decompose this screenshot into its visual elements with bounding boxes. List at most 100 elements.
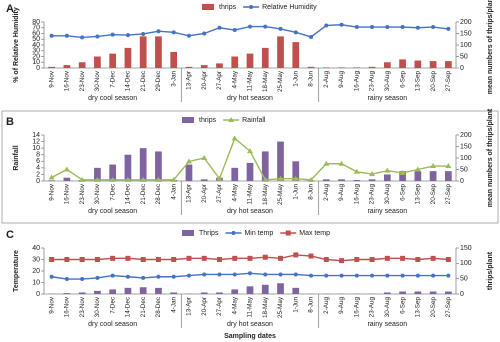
y-tick-label: 12 [32, 138, 40, 145]
bar [368, 66, 376, 68]
x-tick-label: 20-Sep [430, 71, 437, 92]
bar [155, 287, 162, 294]
line-marker [49, 33, 54, 38]
y2-tick-label: 100 [460, 155, 472, 162]
x-tick-label: 4-Jan [170, 184, 177, 200]
y2-tick-label: 200 [460, 132, 472, 139]
x-tick-label: 20-Sep [430, 297, 437, 318]
line-marker [125, 33, 130, 38]
y2-tick-label: 150 [460, 245, 472, 252]
y2-tick-label: 0 [460, 291, 464, 298]
bar [353, 180, 361, 181]
bar [445, 171, 452, 181]
x-tick-label: 30-Aug [384, 71, 391, 92]
line-marker [140, 257, 146, 262]
bar [414, 60, 422, 68]
y2-tick-label: 100 [460, 260, 472, 267]
line-marker [125, 255, 131, 261]
bar [368, 179, 376, 181]
line-marker [324, 23, 329, 28]
bar [200, 179, 208, 181]
bar [261, 284, 269, 294]
line-marker [231, 135, 238, 141]
bar [383, 62, 391, 68]
line-marker [170, 176, 177, 182]
x-tick-label: 30-Nov [94, 183, 101, 204]
y2-tick-label: 0 [460, 178, 464, 185]
legend-swatch [202, 4, 214, 10]
line-marker [446, 273, 451, 278]
line-marker [232, 272, 237, 277]
bar [48, 66, 55, 68]
line-marker [202, 272, 207, 277]
y2-tick-label: 150 [460, 30, 472, 37]
line-marker [216, 175, 223, 181]
line-marker [339, 273, 344, 278]
bar [216, 63, 223, 68]
x-tick-label: 13-Apr [186, 184, 193, 203]
bar [139, 287, 147, 294]
bar [429, 171, 437, 181]
bar [307, 66, 315, 68]
y-tick-label: 10 [32, 279, 40, 286]
line-marker [324, 273, 329, 278]
line-marker [431, 25, 436, 30]
x-tick-label: 11-May [247, 70, 254, 91]
x-tick-label: 29-Dec [155, 71, 162, 91]
bar [63, 177, 71, 181]
x-tick-label: 18-May [262, 296, 269, 318]
line-marker [217, 25, 222, 30]
legend-swatch [182, 117, 194, 123]
line-marker [110, 32, 115, 37]
y2-tick-label: 150 [460, 143, 472, 150]
x-tick-label: 30-Nov [94, 296, 101, 317]
x-tick-label: 4-Jan [170, 297, 177, 313]
season-label: rainy season [367, 208, 407, 215]
bar [109, 53, 117, 68]
bar [399, 291, 406, 294]
line-marker [285, 230, 291, 236]
x-tick-label: 2-Aug [323, 297, 330, 314]
line-marker [63, 166, 70, 172]
x-tick-label: 23-Aug [369, 184, 376, 205]
y2-axis-label: mean numbers of thrips/plant [487, 0, 494, 94]
line-marker [430, 163, 437, 169]
line-marker [109, 176, 116, 182]
bar [78, 292, 86, 294]
line-marker [369, 171, 376, 177]
bar [139, 36, 147, 68]
line-marker [202, 31, 207, 36]
line-marker [370, 25, 375, 30]
bar [139, 148, 147, 181]
y2-axis-label: thrips/plant [487, 251, 494, 290]
x-tick-label: 7-Dec [109, 71, 116, 88]
x-tick-label: 14-Dec [125, 71, 132, 91]
line-marker [308, 176, 315, 182]
line-marker [262, 254, 268, 260]
bar [277, 141, 284, 181]
bar [261, 151, 269, 181]
bar [124, 47, 132, 68]
y-tick-label: 10 [32, 59, 40, 66]
x-tick-label: 23-Aug [369, 71, 376, 92]
x-tick-label: 16-Aug [353, 71, 360, 92]
x-tick-label: 27-Apr [216, 297, 223, 316]
line-marker [171, 30, 176, 35]
line-marker [308, 253, 314, 259]
line-marker [293, 272, 298, 277]
bar [231, 289, 239, 294]
line-marker [399, 169, 406, 175]
x-tick-label: 9-Aug [338, 71, 345, 88]
x-tick-label: 11-May [247, 183, 254, 204]
line-marker [49, 257, 55, 262]
line-marker [446, 26, 451, 31]
x-tick-label: 13-Sep [415, 297, 422, 318]
bar [109, 289, 117, 294]
x-tick-label: 1-Jun [292, 297, 299, 313]
x-tick-label: 16-Nov [64, 183, 71, 204]
line-marker [110, 255, 116, 261]
x-tick-label: 16-Aug [353, 297, 360, 318]
x-tick-label: 11-May [247, 296, 254, 317]
line-marker [110, 273, 115, 278]
x-tick-label: 2-Aug [323, 71, 330, 88]
